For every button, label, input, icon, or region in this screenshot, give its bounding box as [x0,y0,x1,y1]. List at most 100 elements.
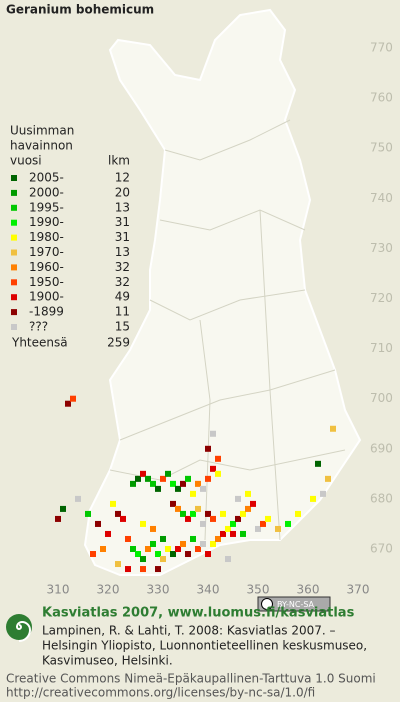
axes: 310 320 330 340 350 360 370 670 680 690 700 710 720 7… [47,41,393,597]
record-square [320,490,326,497]
x-tick-label: 310 [47,583,70,597]
footer-heading: Kasviatlas 2007, www.luomus.fi/kasviatla… [42,606,355,621]
y-tick-label: 710 [370,341,393,355]
record-square [225,525,231,532]
record-square [180,510,186,517]
record-square [155,485,161,492]
legend-heading: havainnon [10,139,73,153]
record-square [115,510,121,517]
legend: Uusimman havainnon vuosi lkm Yhteensä 25… [10,124,130,350]
y-tick-label: 670 [370,542,393,556]
citation: Helsingin Yliopisto, Luonnontieteellinen… [42,639,367,653]
record-square [215,455,221,462]
record-square [235,515,241,522]
record-square [170,551,176,558]
record-square [140,556,146,563]
legend-swatch [11,175,17,181]
record-square [205,551,211,558]
legend-label: 1990- [29,215,64,229]
record-square [175,485,181,492]
badge-box [257,596,331,612]
record-square [230,530,236,537]
record-square [220,510,226,517]
record-square [195,505,201,512]
record-square [185,551,191,558]
y-tick-label: 730 [370,241,393,255]
record-square [110,500,116,507]
record-square [90,551,96,558]
legend-count: 20 [115,185,130,199]
legend-label: -1899 [29,305,64,319]
record-square [105,530,111,537]
record-square [295,510,301,517]
citation: Kasvimuseo, Helsinki. [42,654,173,668]
record-square [275,525,281,532]
x-tick-label: 360 [297,583,320,597]
record-square [125,566,131,573]
record-square [315,460,321,467]
legend-label: 1970- [29,245,64,259]
legend-label: ??? [29,320,48,334]
record-square [140,470,146,477]
legend-label: 2000- [29,185,64,199]
record-square [140,566,146,573]
record-square [145,546,151,552]
record-square [210,515,216,522]
record-square [245,505,251,512]
record-square [70,395,76,402]
records [55,395,336,573]
legend-label: 1995- [29,200,64,214]
y-tick-label: 700 [370,391,393,405]
legend-label: 1900- [29,290,64,304]
record-square [155,551,161,558]
record-square [255,525,261,532]
record-square [265,515,271,522]
record-square [230,520,236,527]
y-tick-label: 680 [370,491,393,505]
title: Geranium bohemicum [6,3,154,17]
legend-count: 13 [115,245,130,259]
record-square [215,535,221,542]
record-square [175,505,181,512]
legend-swatch [11,234,17,241]
record-square [200,540,206,547]
legend-label: 2005- [29,171,64,185]
record-square [165,470,171,477]
legend-label: 1950- [29,275,64,289]
legend-swatch [11,324,17,330]
finland-outline [83,8,362,576]
region-borders [109,119,346,541]
record-square [210,465,216,472]
y-tick-label: 760 [370,91,393,105]
legend-total: 259 [107,336,130,350]
record-square [310,495,316,502]
x-tick-label: 320 [97,583,120,597]
legend-count: 11 [115,305,130,319]
legend-count: 32 [115,260,130,274]
y-tick-label: 770 [370,41,393,55]
record-square [180,480,186,487]
record-square [330,425,336,432]
y-tick-label: 740 [370,191,393,205]
legend-count-heading: lkm [108,154,130,168]
legend-count: 13 [115,200,130,214]
record-square [195,480,201,487]
record-square [190,535,196,542]
y-tick-label: 720 [370,291,393,305]
record-square [175,546,181,552]
record-square [210,430,216,437]
legend-swatch [11,204,17,211]
legend-count: 49 [115,290,130,304]
record-square [245,490,251,497]
x-tick-label: 350 [247,583,270,597]
legend-label: 1980- [29,230,64,244]
x-tick-label: 340 [197,583,220,597]
y-tick-label: 750 [370,141,393,155]
record-square [85,510,91,517]
record-square [220,530,226,537]
record-square [250,500,256,507]
record-square [190,490,196,497]
record-square [95,520,101,527]
